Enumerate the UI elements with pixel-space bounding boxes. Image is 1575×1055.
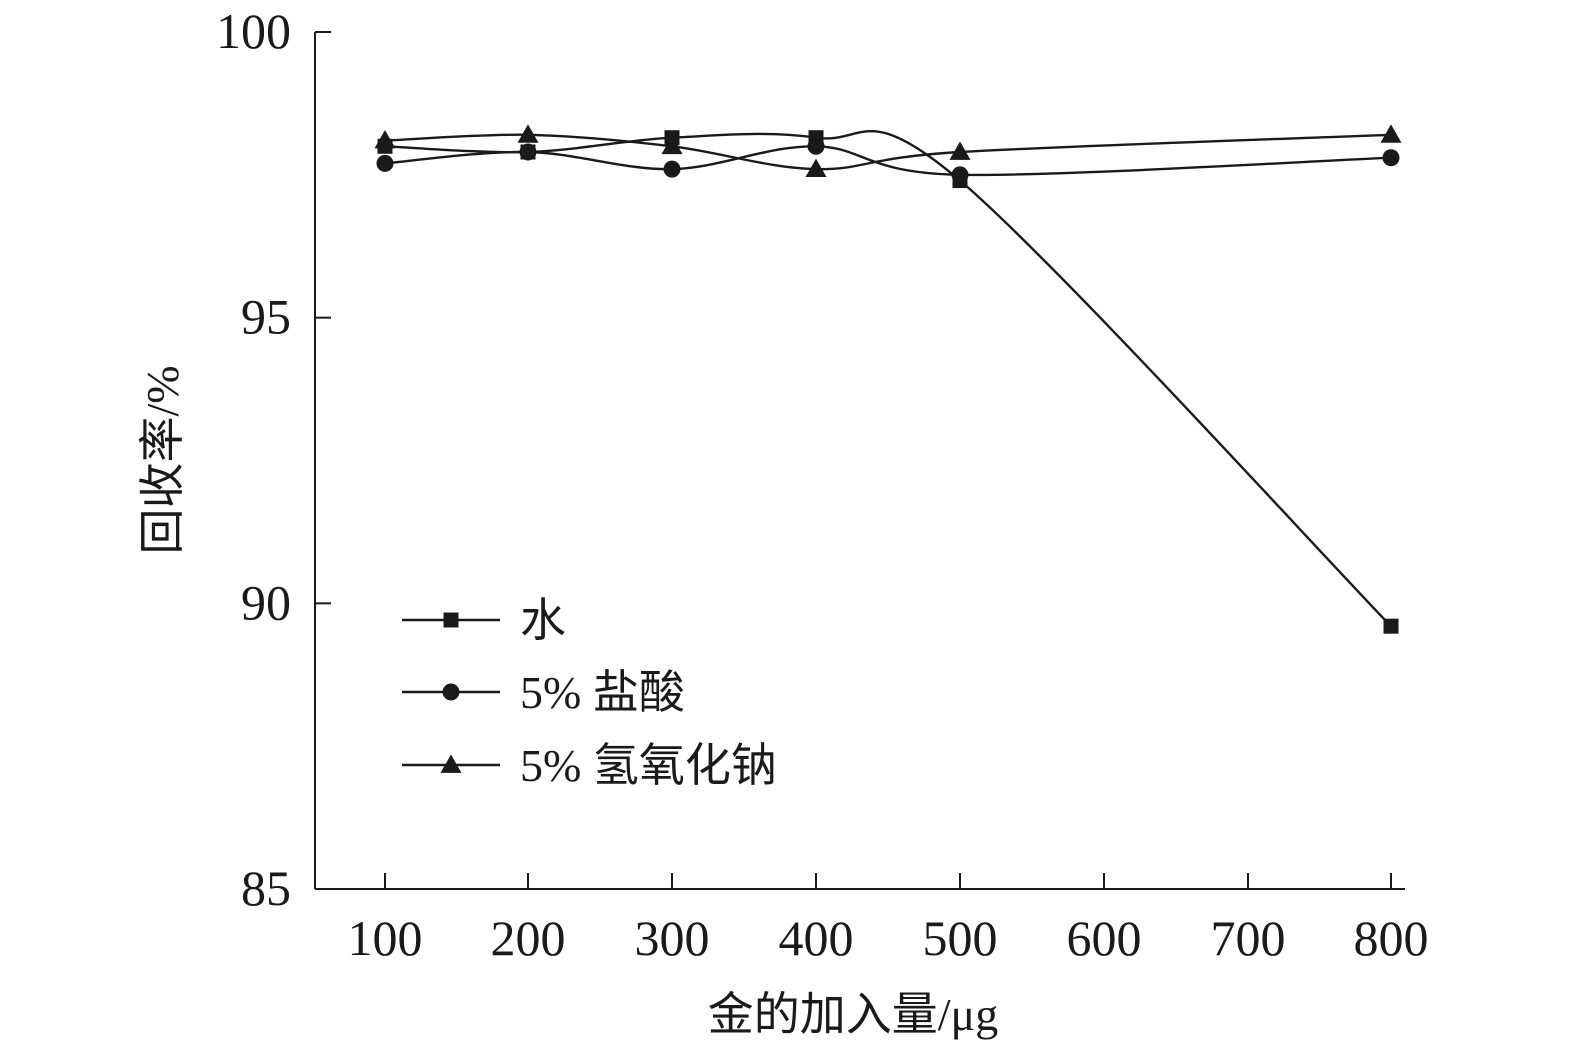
x-tick-label: 400 — [779, 910, 854, 966]
y-tick-label: 100 — [216, 3, 291, 59]
data-point-triangle — [661, 135, 683, 155]
x-tick-label: 600 — [1067, 910, 1142, 966]
data-point-circle — [663, 160, 681, 178]
series-line-square — [384, 130, 1392, 628]
series-layer — [374, 124, 1402, 634]
data-point-circle — [519, 143, 537, 161]
x-tick-label: 300 — [635, 910, 710, 966]
legend-label: 水 — [520, 595, 566, 646]
data-point-circle — [376, 154, 394, 172]
data-point-triangle — [949, 141, 971, 160]
x-tick-label: 800 — [1354, 910, 1429, 966]
y-tick-label: 85 — [241, 860, 291, 916]
legend-item: 5% 氢氧化钠 — [402, 740, 777, 791]
x-tick-label: 700 — [1211, 910, 1286, 966]
legend-item: 水 — [402, 595, 566, 646]
y-axis-title: 回收率/% — [137, 365, 188, 554]
series-triangle — [374, 124, 1402, 177]
legend-item: 5% 盐酸 — [402, 667, 685, 718]
y-tick-label: 95 — [241, 289, 291, 345]
data-point-circle — [951, 166, 969, 184]
data-point-triangle — [1380, 124, 1402, 143]
y-tick-label: 90 — [241, 574, 291, 630]
series-square — [377, 130, 1399, 634]
legend-marker-circle — [442, 683, 460, 701]
legend-marker-square — [443, 612, 459, 628]
legend: 水 5% 盐酸 5% 氢氧化钠 — [402, 595, 777, 791]
data-point-triangle — [374, 130, 396, 149]
data-point-circle — [807, 137, 825, 155]
data-point-circle — [1382, 149, 1400, 167]
data-point-triangle — [805, 158, 827, 177]
legend-label: 5% 盐酸 — [520, 667, 685, 718]
series-circle — [376, 137, 1400, 184]
legend-marker-triangle — [440, 754, 462, 773]
legend-label: 5% 氢氧化钠 — [520, 740, 777, 791]
axes: 85 90 95 100 100 200 300 400 500 600 700 800 — [216, 3, 1429, 966]
x-tick-label: 200 — [491, 910, 566, 966]
data-point-square — [1383, 618, 1399, 634]
x-tick-label: 100 — [348, 910, 423, 966]
x-tick-label: 500 — [923, 910, 998, 966]
x-axis-title: 金的加入量/μg — [708, 989, 998, 1040]
data-point-triangle — [517, 124, 539, 143]
